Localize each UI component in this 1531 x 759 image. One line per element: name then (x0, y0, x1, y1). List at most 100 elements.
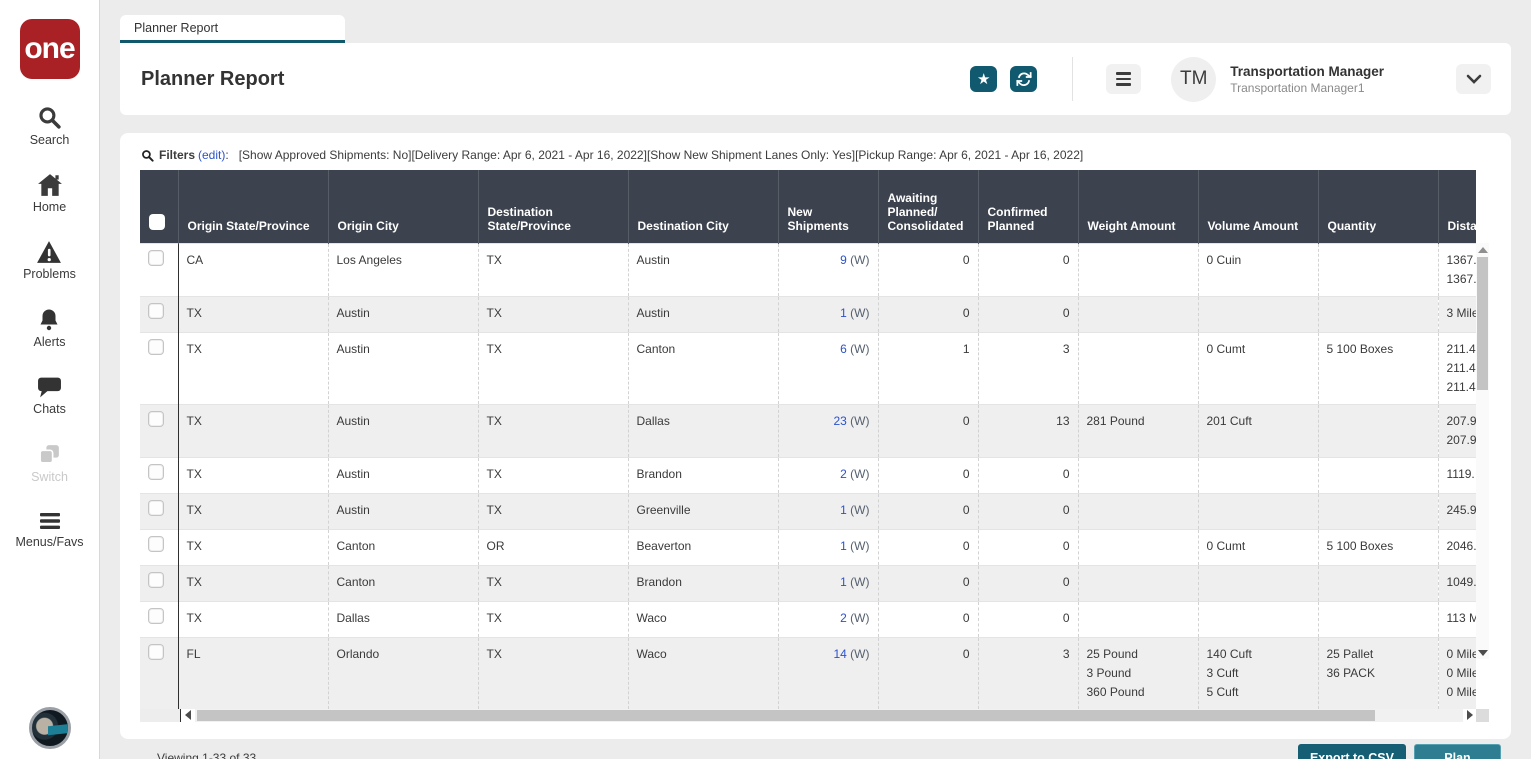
header-menu-button[interactable] (1106, 64, 1142, 94)
row-checkbox[interactable] (148, 607, 164, 624)
vertical-scrollbar[interactable] (1476, 243, 1489, 659)
destination-state-cell: OR (477, 528, 628, 565)
row-checkbox-cell (140, 636, 179, 709)
new-shipments-w-suffix: (W) (846, 538, 870, 553)
weight-amount-cell (1077, 492, 1198, 529)
row-checkbox[interactable] (148, 338, 164, 355)
scroll-right-arrow-icon[interactable] (1467, 710, 1473, 720)
sidebar-item-alerts[interactable]: Alerts (34, 307, 65, 349)
volume-amount-cell: 0 Cuin (1197, 242, 1318, 296)
plan-button[interactable]: Plan (1414, 743, 1501, 759)
new-shipments-link[interactable]: 2 (W) (840, 611, 869, 625)
refresh-icon (1015, 71, 1032, 87)
destination-state-cell: TX (477, 492, 628, 529)
new-shipments-link[interactable]: 1 (W) (840, 575, 869, 589)
quantity-cell (1317, 242, 1438, 296)
row-checkbox[interactable] (148, 535, 164, 552)
new-shipments-link[interactable]: 1 (W) (840, 503, 869, 517)
origin-city-cell: Los Angeles (327, 242, 478, 296)
destination-city-cell: Beaverton (627, 528, 778, 565)
new-shipments-link[interactable]: 23 (W) (833, 414, 869, 428)
table-container: Origin State/Province Origin City Destin… (140, 170, 1489, 709)
row-checkbox[interactable] (148, 499, 164, 516)
quantity-cell (1317, 456, 1438, 493)
refresh-button[interactable] (1010, 66, 1038, 92)
distance-cell: 1049. (1437, 564, 1476, 601)
sidebar-item-home[interactable]: Home (33, 173, 66, 214)
scroll-down-arrow-icon[interactable] (1477, 650, 1488, 656)
export-to-csv-button[interactable]: Export to CSV (1297, 743, 1406, 759)
tab-planner-report[interactable]: Planner Report (120, 15, 345, 43)
new-shipments-link[interactable]: 1 (W) (840, 306, 869, 320)
row-checkbox[interactable] (148, 571, 164, 588)
col-distance: Distance (1437, 170, 1476, 243)
distance-cell: 207.9 207.9 (1437, 403, 1476, 457)
sidebar: one Search Home Problems Alerts Chats (0, 0, 100, 759)
destination-state-cell: TX (477, 456, 628, 493)
new-shipments-w-suffix: (W) (846, 610, 870, 625)
col-dest-city: Destination City (627, 170, 778, 243)
table-row: TX Austin TX Greenville 1 (W) 0 0 245.9 (140, 492, 1476, 529)
sidebar-item-search[interactable]: Search (30, 105, 69, 147)
origin-city-cell: Austin (327, 295, 478, 332)
sidebar-item-label: Chats (33, 402, 66, 416)
row-checkbox[interactable] (148, 302, 164, 319)
one-logo[interactable]: one (19, 19, 80, 79)
vertical-scroll-thumb[interactable] (1477, 257, 1488, 390)
destination-state-cell: TX (477, 242, 628, 296)
weight-amount-cell (1077, 295, 1198, 332)
destination-city-cell: Greenville (627, 492, 778, 529)
new-shipments-count: 1 (840, 538, 847, 553)
destination-city-cell: Waco (627, 636, 778, 709)
hamburger-icon (37, 510, 63, 532)
scroll-up-arrow-icon[interactable] (1477, 247, 1488, 253)
frozen-column-corner (140, 708, 181, 722)
sidebar-item-chats[interactable]: Chats (33, 375, 66, 416)
new-shipments-link[interactable]: 1 (W) (840, 539, 869, 553)
row-checkbox-cell (140, 331, 179, 404)
user-menu-button[interactable] (1456, 64, 1491, 94)
table-header: Origin State/Province Origin City Destin… (140, 170, 1476, 243)
origin-state-cell: TX (178, 331, 328, 404)
sidebar-item-menus-favs[interactable]: Menus/Favs (15, 510, 84, 549)
new-shipments-link[interactable]: 9 (W) (840, 253, 869, 267)
table-body: CA Los Angeles TX Austin 9 (W) 0 0 0 Cuin 1367. 1… (140, 242, 1476, 709)
awaiting-cell: 0 (877, 242, 978, 296)
new-shipments-cell: 6 (W) (777, 331, 878, 404)
favorite-button[interactable]: ★ (970, 66, 998, 92)
destination-state-cell: TX (477, 564, 628, 601)
planner-table: Origin State/Province Origin City Destin… (140, 170, 1476, 709)
sidebar-item-problems[interactable]: Problems (23, 240, 76, 281)
sidebar-item-label: Problems (23, 267, 76, 281)
filters-edit-link[interactable]: (edit) (198, 148, 226, 162)
row-checkbox[interactable] (148, 643, 164, 660)
row-checkbox-cell (140, 403, 179, 457)
horizontal-scroll-thumb[interactable] (197, 709, 1375, 721)
new-shipments-link[interactable]: 2 (W) (840, 467, 869, 481)
new-shipments-link[interactable]: 14 (W) (833, 647, 869, 661)
confirmed-cell: 3 (977, 331, 1078, 404)
new-shipments-w-suffix: (W) (846, 466, 870, 481)
destination-city-cell: Canton (627, 331, 778, 404)
user-avatar[interactable]: TM (1171, 56, 1217, 102)
row-checkbox[interactable] (148, 249, 164, 266)
awaiting-cell: 0 (877, 564, 978, 601)
horizontal-scroll-track[interactable] (195, 708, 1463, 722)
new-shipments-w-suffix: (W) (846, 413, 870, 428)
awaiting-cell: 0 (877, 456, 978, 493)
volume-amount-cell: 0 Cumt (1197, 331, 1318, 404)
select-all-checkbox[interactable] (149, 213, 165, 230)
new-shipments-link[interactable]: 6 (W) (840, 342, 869, 356)
quantity-cell: 5 100 Boxes (1317, 528, 1438, 565)
volume-amount-cell (1197, 564, 1318, 601)
origin-city-cell: Canton (327, 564, 478, 601)
row-checkbox[interactable] (148, 463, 164, 480)
horizontal-scrollbar[interactable] (140, 708, 1489, 722)
sidebar-item-label: Switch (31, 470, 68, 484)
row-checkbox[interactable] (148, 410, 164, 427)
scroll-left-arrow-icon[interactable] (185, 710, 191, 720)
table-row: CA Los Angeles TX Austin 9 (W) 0 0 0 Cuin 1367. 1… (140, 242, 1476, 296)
origin-state-cell: TX (178, 492, 328, 529)
assistant-bot-avatar[interactable] (28, 707, 71, 749)
confirmed-cell: 3 (977, 636, 1078, 709)
